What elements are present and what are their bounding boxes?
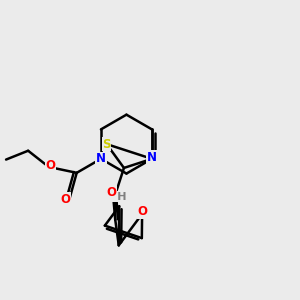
Text: O: O [106,186,116,199]
Text: N: N [96,152,106,165]
Text: S: S [102,138,111,151]
Text: O: O [137,205,147,218]
Text: O: O [45,159,55,172]
Text: N: N [147,151,157,164]
Text: O: O [61,193,71,206]
Text: NH: NH [108,192,127,202]
